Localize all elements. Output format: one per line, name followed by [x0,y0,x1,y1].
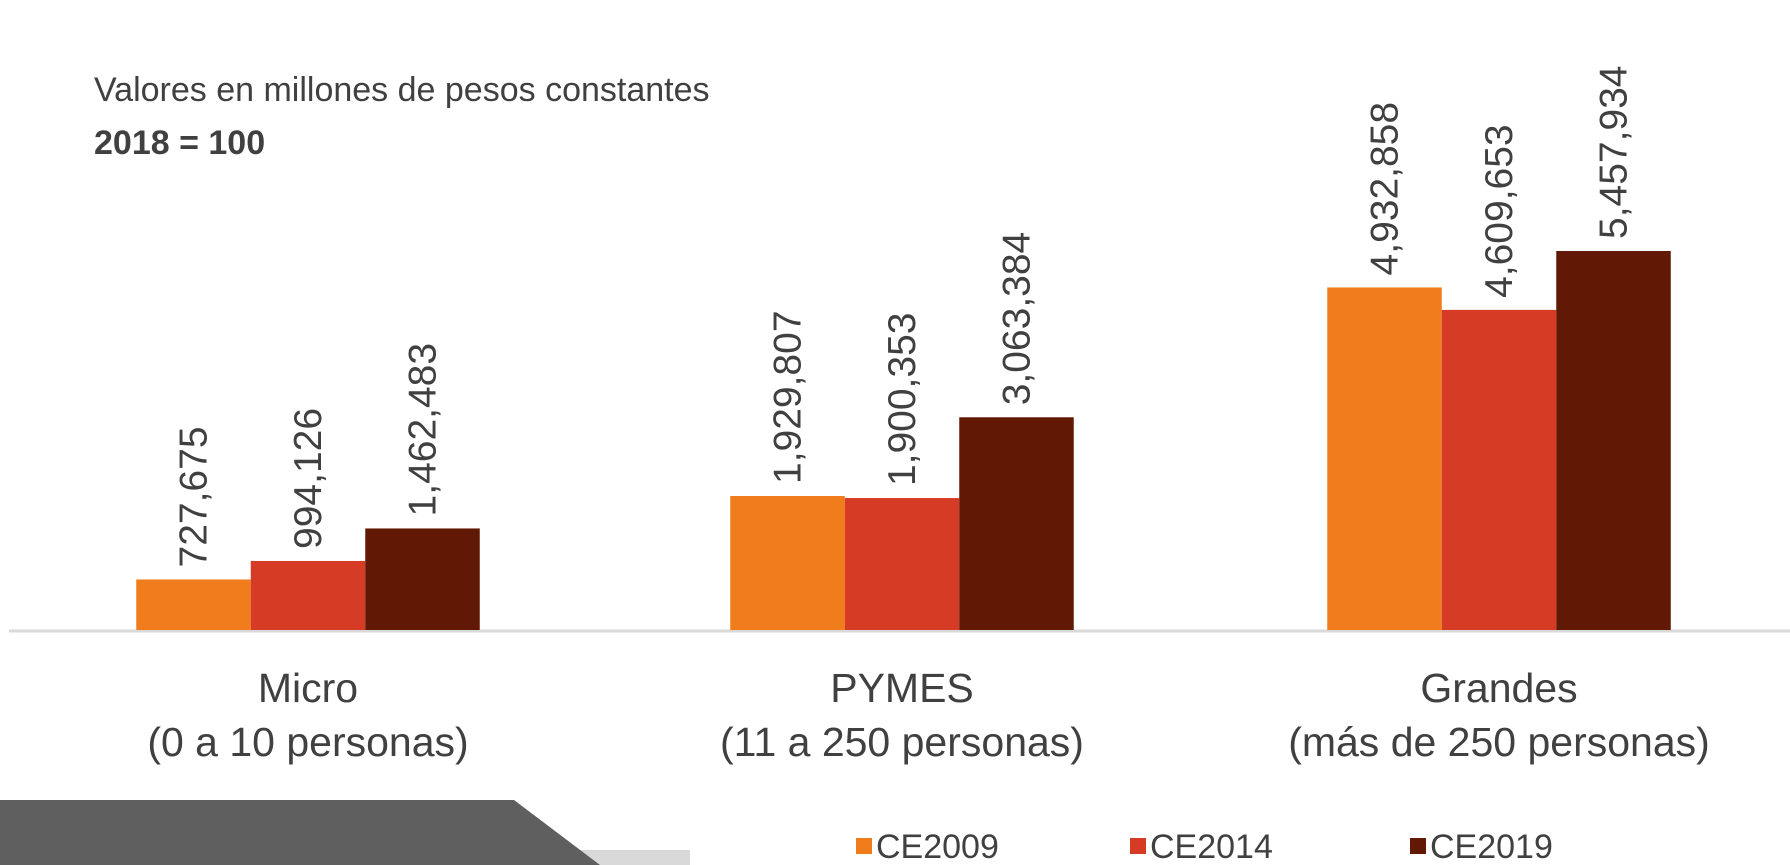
logo-shape [0,800,600,865]
x-tick-label: (11 a 250 personas) [720,719,1084,765]
bar [959,417,1074,630]
x-tick-label: (0 a 10 personas) [147,719,468,765]
legend-label: CE2019 [1430,828,1553,865]
data-label: 4,932,858 [1364,102,1407,276]
bar [1441,309,1557,630]
legend-swatch [856,838,872,854]
data-label: 727,675 [173,426,216,567]
bar [136,579,251,630]
bar [844,498,960,630]
bar [730,495,845,630]
bar [250,560,366,630]
x-tick-label: (más de 250 personas) [1288,719,1710,765]
x-tick-label: Micro [258,665,358,711]
data-label: 1,929,807 [767,310,810,484]
legend-label: CE2009 [876,828,999,865]
data-label: 3,063,384 [996,232,1039,406]
bar [1327,287,1442,630]
data-label: 1,900,353 [881,313,924,487]
data-label: 994,126 [287,408,330,549]
x-tick-label: Grandes [1420,665,1577,711]
bar [365,528,480,630]
data-label: 5,457,934 [1593,65,1636,239]
legend-swatch [1410,838,1426,854]
legend-swatch [1130,838,1146,854]
data-label: 1,462,483 [402,343,445,517]
data-label: 4,609,653 [1478,124,1521,298]
x-tick-label: PYMES [830,665,974,711]
bar [1556,251,1671,630]
subtitle: 2018 = 100 [94,124,265,162]
subtitle: Valores en millones de pesos constantes [94,71,710,109]
legend-label: CE2014 [1150,828,1273,865]
